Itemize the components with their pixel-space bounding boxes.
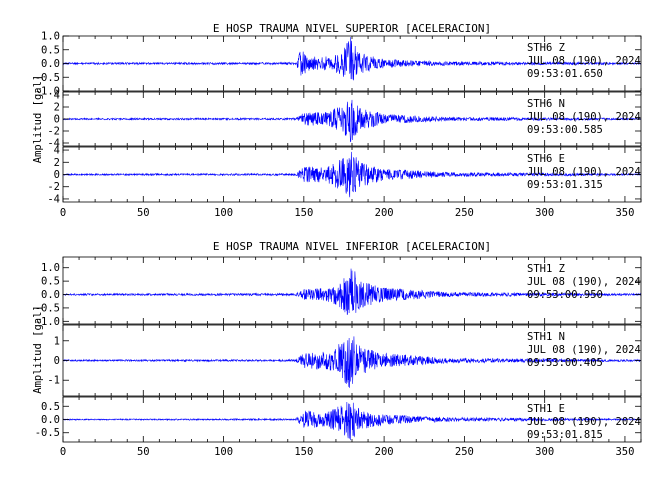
waveform-trace	[63, 37, 641, 81]
y-tick-label: -4	[47, 138, 60, 150]
x-tick-label: 150	[294, 207, 313, 219]
y-tick-label: -2	[47, 181, 60, 193]
y-tick-label: 4	[54, 145, 60, 157]
x-tick-label: 350	[615, 446, 634, 458]
x-tick-label: 150	[294, 446, 313, 458]
y-tick-label: 0	[54, 114, 60, 126]
y-axis-label: Amplitud [gal]	[32, 75, 44, 164]
station-label: STH6 N	[527, 98, 565, 110]
chart-title: E HOSP TRAUMA NIVEL INFERIOR [ACELERACIO…	[213, 240, 491, 253]
y-tick-label: -1.0	[35, 316, 60, 328]
y-tick-label: 2	[54, 102, 60, 114]
date-label: JUL 08 (190), 2024	[527, 344, 641, 356]
x-tick-label: 0	[60, 207, 66, 219]
chart-superior: E HOSP TRAUMA NIVEL SUPERIOR [ACELERACIO…	[32, 22, 642, 219]
y-tick-label: -2	[47, 126, 60, 138]
y-tick-label: 0.5	[41, 401, 60, 413]
time-label: 09:53:01.650	[527, 68, 603, 80]
y-tick-label: 0.5	[41, 276, 60, 288]
waveform-trace	[63, 268, 641, 315]
x-tick-label: 100	[214, 207, 233, 219]
y-tick-label: 2	[54, 157, 60, 169]
x-tick-label: 0	[60, 446, 66, 458]
x-tick-label: 100	[214, 446, 233, 458]
x-tick-label: 200	[375, 446, 394, 458]
y-tick-label: 0	[54, 169, 60, 181]
date-label: JUL 08 (190), 2024	[527, 55, 641, 67]
waveform-trace	[63, 99, 641, 143]
y-tick-label: 4	[54, 90, 60, 102]
x-tick-label: 300	[535, 207, 554, 219]
time-label: 09:53:00.950	[527, 289, 603, 301]
y-tick-label: 1.0	[41, 262, 60, 274]
x-tick-label: 300	[535, 446, 554, 458]
y-tick-label: -0.5	[35, 302, 60, 314]
waveform-trace	[63, 402, 641, 441]
time-label: 09:53:00.405	[527, 357, 603, 369]
x-tick-label: 50	[137, 207, 150, 219]
x-tick-label: 50	[137, 446, 150, 458]
y-tick-label: -0.5	[35, 72, 60, 84]
x-tick-label: 200	[375, 207, 394, 219]
station-label: STH1 Z	[527, 263, 565, 275]
y-tick-label: 1.0	[41, 31, 60, 43]
x-tick-label: 350	[615, 207, 634, 219]
time-label: 09:53:00.585	[527, 124, 603, 136]
waveform-trace	[63, 151, 641, 198]
x-tick-label: 250	[455, 207, 474, 219]
waveform-trace	[63, 336, 641, 388]
y-tick-label: -1	[47, 375, 60, 387]
station-label: STH6 Z	[527, 42, 565, 54]
chart-title: E HOSP TRAUMA NIVEL SUPERIOR [ACELERACIO…	[213, 22, 491, 35]
time-label: 09:53:01.315	[527, 179, 603, 191]
station-label: STH1 E	[527, 403, 565, 415]
x-tick-label: 250	[455, 446, 474, 458]
y-tick-label: -0.5	[35, 427, 60, 439]
station-label: STH1 N	[527, 331, 565, 343]
y-tick-label: 0.5	[41, 44, 60, 56]
y-tick-label: 0	[54, 355, 60, 367]
y-tick-label: 0.0	[41, 289, 60, 301]
station-label: STH6 E	[527, 153, 565, 165]
date-label: JUL 08 (190), 2024	[527, 276, 641, 288]
time-label: 09:53:01.815	[527, 429, 603, 441]
y-tick-label: -4	[47, 193, 60, 205]
date-label: JUL 08 (190), 2024	[527, 111, 641, 123]
y-tick-label: 1	[54, 335, 60, 347]
date-label: JUL 08 (190), 2024	[527, 416, 641, 428]
y-tick-label: -1.0	[35, 86, 60, 98]
chart-inferior: E HOSP TRAUMA NIVEL INFERIOR [ACELERACIO…	[32, 240, 642, 458]
y-tick-label: 0.0	[41, 58, 60, 70]
y-axis-label: Amplitud [gal]	[32, 305, 44, 394]
y-tick-label: 0.0	[41, 414, 60, 426]
date-label: JUL 08 (190), 2024	[527, 166, 641, 178]
